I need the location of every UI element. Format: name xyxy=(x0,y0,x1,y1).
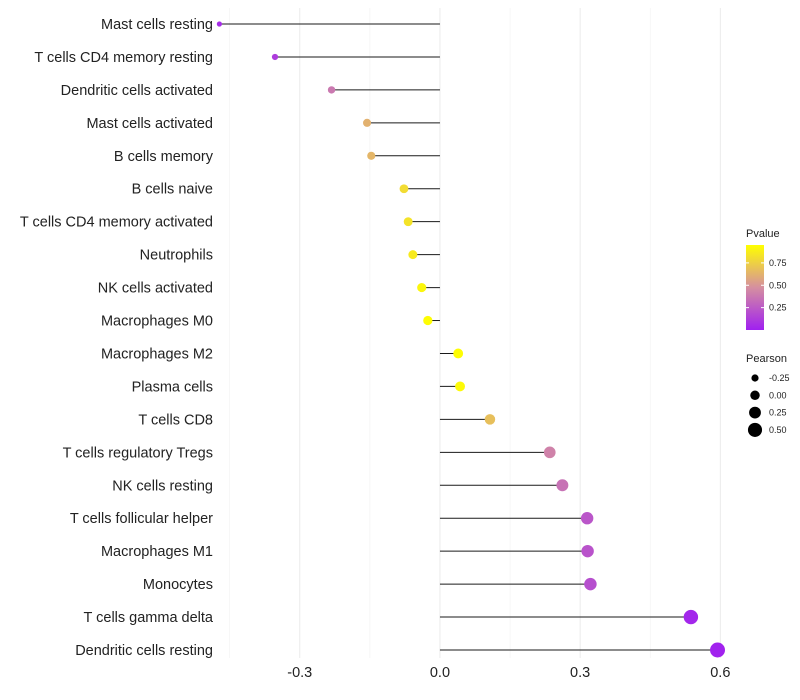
lollipop-point xyxy=(417,283,427,293)
pearson-legend-dot xyxy=(747,422,763,437)
lollipop-point xyxy=(581,544,594,558)
y-category-label: Mast cells resting xyxy=(101,17,213,33)
grid-lines xyxy=(229,8,721,658)
x-tick-label: -0.3 xyxy=(287,665,312,681)
y-category-label: Neutrophils xyxy=(140,248,213,264)
y-category-label: NK cells activated xyxy=(98,281,213,297)
lollipop-point xyxy=(399,184,409,194)
y-category-label: Mast cells activated xyxy=(86,116,213,132)
lollipop-point xyxy=(327,86,336,94)
y-category-label: Dendritic cells activated xyxy=(61,83,213,99)
lollipop-points xyxy=(216,21,726,658)
lollipop-point xyxy=(408,250,418,260)
lollipop-point xyxy=(367,151,376,160)
lollipop-point xyxy=(543,446,556,459)
y-category-label: T cells follicular helper xyxy=(70,511,213,527)
lollipop-point xyxy=(271,53,279,61)
pvalue-legend-title: Pvalue xyxy=(746,228,780,240)
y-category-label: Macrophages M2 xyxy=(101,346,213,362)
pearson-legend-label: 0.25 xyxy=(769,408,787,418)
lollipop-point xyxy=(423,315,433,326)
pvalue-legend-label: 0.50 xyxy=(769,280,787,290)
lollipop-point xyxy=(403,217,413,227)
pvalue-legend-label: 0.75 xyxy=(769,258,787,268)
pearson-legend-dot xyxy=(751,374,759,382)
pearson-legend: Pearson -0.25 0.00 0.25 0.50 xyxy=(746,353,790,437)
y-category-label: T cells CD4 memory activated xyxy=(20,215,213,231)
y-category-label: NK cells resting xyxy=(112,478,213,494)
lollipop-point xyxy=(455,381,465,392)
y-category-label: Macrophages M0 xyxy=(101,314,213,330)
lollipop-stems xyxy=(219,23,718,651)
y-category-label: Dendritic cells resting xyxy=(75,643,213,659)
pearson-legend-label: -0.25 xyxy=(769,373,790,383)
x-tick-label: 0.3 xyxy=(570,665,590,681)
pvalue-legend-label: 0.25 xyxy=(769,303,787,313)
lollipop-point xyxy=(363,118,372,127)
lollipop-point xyxy=(216,21,222,27)
pearson-legend-label: 0.50 xyxy=(769,425,787,435)
y-category-label: Monocytes xyxy=(143,577,213,593)
y-category-label: Macrophages M1 xyxy=(101,544,213,560)
y-category-label: Plasma cells xyxy=(132,379,213,395)
y-category-label: T cells CD8 xyxy=(138,412,213,428)
y-category-label: T cells CD4 memory resting xyxy=(34,50,213,66)
y-axis-labels: Mast cells resting T cells CD4 memory res… xyxy=(20,17,214,659)
pearson-legend-label: 0.00 xyxy=(769,390,787,400)
pearson-legend-dot xyxy=(749,406,761,419)
lollipop-point xyxy=(556,479,569,492)
x-tick-label: 0.0 xyxy=(430,665,450,681)
y-category-label: T cells regulatory Tregs xyxy=(63,445,213,461)
y-category-label: B cells naive xyxy=(132,182,213,198)
pearson-legend-dot xyxy=(750,390,760,401)
lollipop-point xyxy=(453,348,464,359)
lollipop-point xyxy=(580,512,594,525)
pvalue-colorbar xyxy=(746,245,764,330)
lollipop-point xyxy=(584,577,597,591)
lollipop-point xyxy=(683,609,699,625)
y-category-label: T cells gamma delta xyxy=(84,610,214,626)
pearson-legend-title: Pearson xyxy=(746,353,787,365)
x-axis-tick-labels: -0.3 0.0 0.3 0.6 xyxy=(287,665,730,681)
pvalue-legend: Pvalue 0.25 0.50 0.75 xyxy=(746,228,787,330)
x-tick-label: 0.6 xyxy=(710,665,730,681)
lollipop-point xyxy=(484,414,496,425)
lollipop-point xyxy=(710,642,726,658)
y-category-label: B cells memory xyxy=(114,149,214,165)
